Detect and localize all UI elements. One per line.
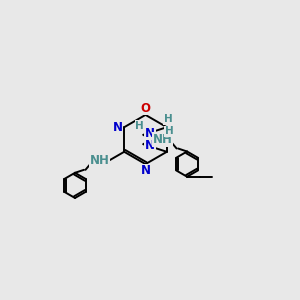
Text: H: H [164,114,173,124]
Text: N: N [145,127,155,140]
Text: N: N [112,121,123,134]
Text: O: O [140,102,151,115]
Text: NH: NH [152,133,172,146]
Text: N: N [145,139,155,152]
Text: N: N [140,164,151,177]
Text: H: H [135,121,144,131]
Text: H: H [165,126,173,136]
Text: NH: NH [90,154,110,167]
